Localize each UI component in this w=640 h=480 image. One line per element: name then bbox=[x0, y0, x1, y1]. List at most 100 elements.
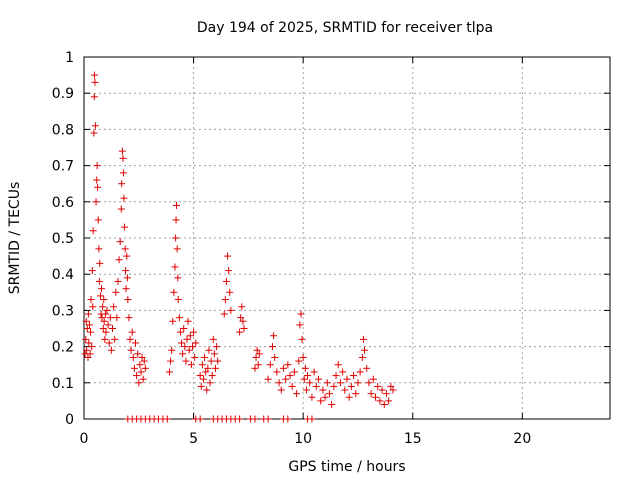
data-point bbox=[103, 306, 111, 314]
data-point bbox=[238, 303, 246, 311]
data-point bbox=[306, 379, 314, 387]
data-point bbox=[188, 343, 196, 351]
data-point bbox=[296, 321, 304, 329]
data-point bbox=[136, 361, 144, 369]
data-point bbox=[308, 393, 316, 401]
data-point bbox=[222, 277, 230, 285]
data-point bbox=[302, 386, 310, 394]
data-point bbox=[185, 346, 193, 354]
data-point bbox=[117, 205, 125, 213]
data-point bbox=[114, 277, 122, 285]
data-point bbox=[330, 382, 338, 390]
data-point bbox=[371, 393, 379, 401]
data-point bbox=[225, 267, 233, 275]
data-point bbox=[341, 386, 349, 394]
data-point bbox=[202, 368, 210, 376]
data-point bbox=[273, 368, 281, 376]
data-point bbox=[133, 372, 141, 380]
data-point bbox=[134, 350, 142, 358]
data-point bbox=[203, 386, 211, 394]
data-point bbox=[251, 415, 259, 423]
data-point bbox=[308, 415, 316, 423]
data-point bbox=[172, 201, 180, 209]
data-point bbox=[123, 252, 131, 260]
data-point bbox=[358, 353, 366, 361]
grid bbox=[84, 57, 610, 419]
data-point bbox=[123, 274, 131, 282]
data-point bbox=[367, 390, 375, 398]
data-point bbox=[91, 71, 99, 79]
data-point bbox=[178, 339, 186, 347]
data-point bbox=[180, 325, 188, 332]
data-point bbox=[332, 372, 340, 380]
axis-ticks bbox=[83, 56, 610, 420]
data-point bbox=[264, 375, 272, 383]
y-tick-label: 0.5 bbox=[52, 231, 74, 247]
data-point bbox=[91, 78, 99, 86]
data-point bbox=[171, 263, 179, 271]
data-point bbox=[220, 310, 228, 318]
data-point bbox=[119, 154, 127, 162]
data-point bbox=[101, 335, 109, 343]
data-point bbox=[105, 339, 113, 347]
data-point bbox=[334, 361, 342, 369]
data-point bbox=[286, 372, 294, 380]
data-point bbox=[275, 379, 283, 387]
data-point bbox=[93, 176, 101, 184]
data-point bbox=[87, 296, 95, 304]
data-point bbox=[173, 245, 181, 253]
data-point bbox=[293, 390, 301, 398]
data-point bbox=[98, 285, 106, 293]
data-point bbox=[264, 415, 272, 423]
data-point bbox=[221, 296, 229, 304]
data-point bbox=[323, 379, 331, 387]
data-point bbox=[82, 317, 90, 325]
data-point bbox=[359, 335, 367, 343]
data-point bbox=[179, 350, 187, 358]
y-tick-label: 0.8 bbox=[52, 122, 74, 138]
data-point bbox=[130, 364, 138, 372]
data-point bbox=[268, 343, 276, 351]
data-point bbox=[236, 328, 244, 336]
data-point bbox=[90, 93, 98, 101]
data-point bbox=[252, 353, 260, 361]
data-point bbox=[288, 382, 296, 390]
data-point bbox=[95, 245, 103, 253]
data-point bbox=[100, 317, 108, 325]
data-point bbox=[129, 353, 137, 361]
data-point bbox=[345, 393, 353, 401]
data-point bbox=[204, 364, 212, 372]
data-point bbox=[135, 379, 143, 387]
data-point bbox=[96, 292, 104, 300]
y-tick-label: 0.6 bbox=[52, 195, 74, 211]
data-point bbox=[304, 372, 312, 380]
data-point bbox=[122, 267, 130, 275]
data-point bbox=[196, 415, 204, 423]
data-point bbox=[82, 335, 90, 343]
data-point bbox=[85, 321, 93, 329]
data-point bbox=[387, 382, 395, 390]
data-point bbox=[181, 343, 189, 351]
data-point bbox=[255, 350, 263, 358]
data-point bbox=[93, 162, 101, 170]
data-point bbox=[89, 303, 97, 311]
y-tick-label: 0.7 bbox=[52, 159, 74, 175]
data-point bbox=[94, 183, 102, 191]
data-point bbox=[84, 353, 92, 361]
x-axis-label: GPS time / hours bbox=[288, 459, 405, 475]
data-point bbox=[170, 288, 178, 296]
data-point bbox=[239, 317, 247, 325]
data-point bbox=[343, 375, 351, 383]
data-point bbox=[119, 169, 127, 177]
data-point bbox=[88, 267, 96, 275]
data-point bbox=[111, 335, 119, 343]
data-point bbox=[108, 325, 116, 332]
data-point bbox=[385, 397, 393, 405]
data-point bbox=[85, 339, 93, 347]
data-point bbox=[290, 368, 298, 376]
data-point bbox=[87, 328, 95, 336]
data-point bbox=[295, 357, 303, 365]
data-point bbox=[99, 303, 107, 311]
data-point bbox=[205, 346, 213, 354]
data-point bbox=[227, 306, 235, 314]
